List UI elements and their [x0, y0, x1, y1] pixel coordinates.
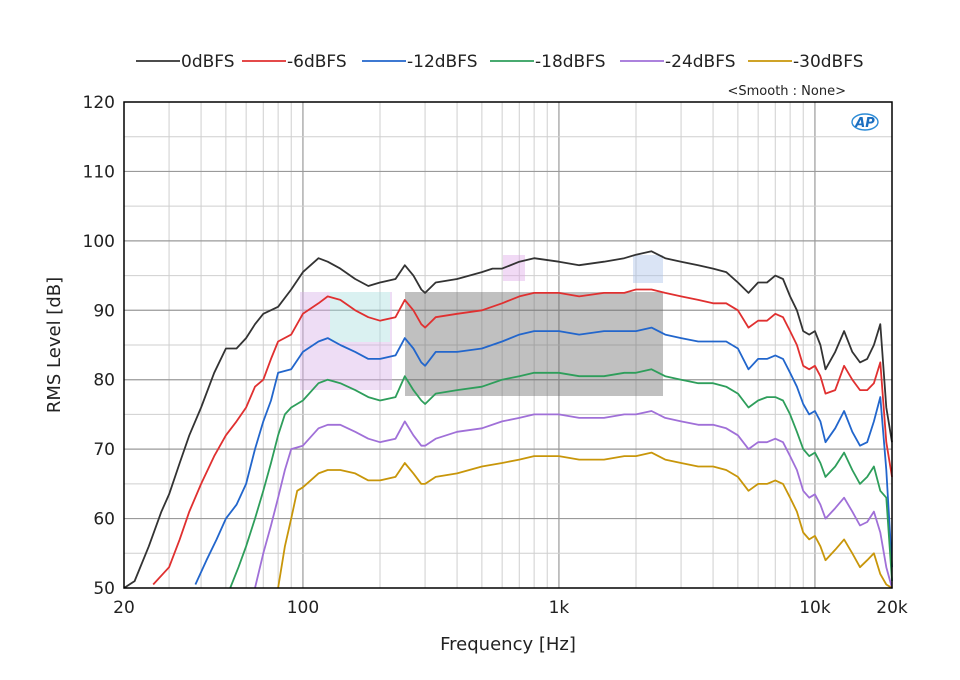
y-tick-label: 70 [93, 440, 115, 460]
watermark-dot [633, 255, 663, 283]
legend-label: -6dBFS [287, 52, 347, 72]
series-line [152, 288, 893, 586]
legend-label: -24dBFS [665, 52, 736, 72]
x-tick-label: 10k [799, 598, 831, 618]
series-line [194, 326, 893, 585]
ticks: 20 100 1k 10k 20k 50 60 70 80 90 100 110 120 [83, 93, 908, 618]
y-tick-label: 120 [83, 93, 115, 113]
y-tick-label: 90 [93, 301, 115, 321]
series-line [254, 410, 893, 589]
x-tick-label: 100 [287, 598, 319, 618]
legend-label: -12dBFS [407, 52, 478, 72]
y-tick-label: 80 [93, 371, 115, 391]
series-line [123, 250, 893, 589]
x-axis-title: Frequency [Hz] [440, 634, 576, 655]
watermark-shape [300, 292, 392, 390]
ap-logo: AP [851, 113, 879, 131]
watermark-block [405, 292, 663, 396]
x-tick-label: 20k [876, 598, 908, 618]
legend-label: -18dBFS [535, 52, 606, 72]
x-tick-label: 20 [113, 598, 135, 618]
smoothing-note: <Smooth : None> [727, 84, 846, 99]
legend: 0dBFS -6dBFS -12dBFS -18dBFS -24dBFS -30dBFS [136, 52, 864, 72]
x-tick-label: 1k [549, 598, 570, 618]
plot-frame [123, 101, 893, 589]
y-axis-title: RMS Level [dB] [44, 277, 65, 413]
series-lines [123, 250, 893, 589]
y-tick-label: 50 [93, 579, 115, 599]
ap-logo-ring [851, 113, 879, 131]
series-line [277, 451, 893, 589]
legend-label: 0dBFS [181, 52, 235, 72]
watermark [300, 255, 663, 396]
series-line [229, 368, 893, 589]
watermark-dot [503, 255, 525, 281]
legend-label: -30dBFS [793, 52, 864, 72]
ap-logo-text: AP [854, 116, 875, 131]
y-tick-label: 100 [83, 232, 115, 252]
y-tick-label: 60 [93, 510, 115, 530]
y-tick-label: 110 [83, 162, 115, 182]
